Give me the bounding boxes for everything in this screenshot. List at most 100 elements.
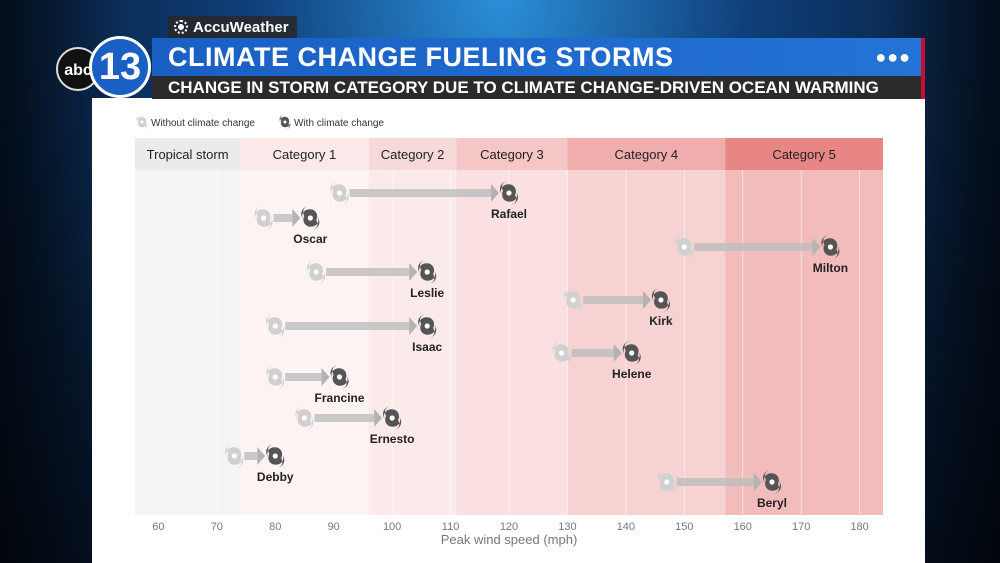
category-header [368, 138, 457, 170]
storm-without-icon [307, 260, 326, 284]
headline-bar: CLIMATE CHANGE FUELING STORMS ●●● [152, 38, 925, 76]
legend-with-icon [279, 114, 291, 130]
x-tick-label: 80 [269, 521, 281, 533]
x-tick-label: 70 [211, 521, 223, 533]
storm-without-icon [266, 365, 285, 389]
storm-arrow-shaft [273, 214, 293, 222]
category-label: Category 1 [273, 147, 337, 162]
category-band [368, 170, 457, 515]
storm-arrow-head [374, 409, 383, 427]
legend-without-label: Without climate change [151, 118, 255, 129]
storm-arrow-head [409, 317, 418, 335]
legend-without-icon [136, 114, 148, 130]
category-band [567, 170, 726, 515]
storm-with-icon [330, 365, 349, 389]
subheadline: CHANGE IN STORM CATEGORY DUE TO CLIMATE … [168, 78, 879, 97]
x-tick-label: 120 [500, 521, 518, 533]
storm-with-icon [651, 288, 670, 312]
storm-without-icon [657, 470, 676, 494]
category-label: Category 3 [480, 147, 544, 162]
storm-with-icon [762, 470, 782, 494]
category-header [135, 138, 241, 170]
category-header [567, 138, 726, 170]
storm-arrow-head [409, 263, 418, 281]
ellipsis-icon[interactable]: ●●● [875, 47, 911, 67]
storm-arrow-shaft [285, 373, 322, 381]
storm-without-icon [330, 181, 349, 205]
storm-without-icon [225, 444, 244, 468]
storm-arrow-head [753, 473, 762, 491]
legend-with-label: With climate change [294, 118, 384, 129]
sun-icon [174, 20, 188, 34]
storm-with-icon [418, 314, 437, 338]
storm-arrow-head [812, 238, 821, 256]
storm-without-icon [675, 235, 694, 259]
storm-arrow-shaft [285, 322, 410, 330]
storm-arrow-shaft [349, 189, 491, 197]
storm-label: Francine [315, 391, 365, 405]
x-tick-label: 180 [850, 521, 868, 533]
storm-with-icon [383, 406, 402, 430]
storm-arrow-head [257, 447, 266, 465]
category-header [240, 138, 369, 170]
headline: CLIMATE CHANGE FUELING STORMS [168, 42, 674, 72]
x-tick-label: 140 [617, 521, 635, 533]
storm-label: Oscar [293, 232, 327, 246]
storm-with-icon [418, 260, 437, 284]
storm-arrow-shaft [583, 296, 643, 304]
category-band [456, 170, 568, 515]
storm-without-icon [254, 206, 273, 230]
storm-arrow-head [321, 368, 330, 386]
storm-label: Helene [612, 367, 652, 381]
category-header [456, 138, 568, 170]
x-tick-label: 150 [675, 521, 693, 533]
storm-without-icon [266, 314, 285, 338]
storm-with-icon [821, 235, 840, 259]
x-tick-label: 160 [734, 521, 752, 533]
category-header [725, 138, 883, 170]
storm-with-icon [301, 206, 320, 230]
station-13-logo: 13 [89, 36, 151, 98]
storm-arrow-head [292, 209, 301, 227]
x-axis-label: Peak wind speed (mph) [441, 532, 578, 547]
storm-arrow-head [613, 344, 622, 362]
storm-with-icon [622, 341, 641, 365]
storm-label: Debby [257, 470, 294, 484]
x-tick-label: 130 [558, 521, 576, 533]
storm-label: Rafael [491, 207, 527, 221]
storm-label: Leslie [410, 286, 444, 300]
accuweather-label: AccuWeather [193, 18, 289, 36]
category-band [725, 170, 883, 515]
storm-arrow-shaft [326, 268, 410, 276]
x-tick-label: 170 [792, 521, 810, 533]
category-label: Category 2 [381, 147, 445, 162]
x-tick-label: 110 [442, 521, 460, 533]
storm-with-icon [499, 181, 519, 205]
storm-label: Milton [813, 261, 848, 275]
storm-without-icon [295, 406, 314, 430]
category-label: Tropical storm [147, 147, 229, 162]
storm-arrow-shaft [676, 478, 754, 486]
storm-without-icon [564, 288, 583, 312]
category-label: Category 5 [772, 147, 836, 162]
storm-label: Kirk [649, 314, 673, 328]
storm-arrow-shaft [314, 414, 375, 422]
category-label: Category 4 [615, 147, 679, 162]
storm-arrow-shaft [694, 243, 813, 251]
storm-arrow-shaft [571, 349, 614, 357]
storm-label: Ernesto [370, 432, 415, 446]
storm-with-icon [266, 444, 285, 468]
storm-without-icon [552, 341, 571, 365]
x-tick-label: 60 [152, 521, 164, 533]
storm-label: Isaac [412, 340, 442, 354]
x-tick-label: 100 [383, 521, 401, 533]
accuweather-badge: AccuWeather [168, 16, 297, 38]
subheadline-bar: CHANGE IN STORM CATEGORY DUE TO CLIMATE … [152, 76, 925, 99]
storm-arrow-head [642, 291, 651, 309]
storm-label: Beryl [757, 496, 787, 510]
storm-arrow-head [491, 184, 499, 202]
x-tick-label: 90 [328, 521, 340, 533]
category-band [135, 170, 241, 515]
storm-arrow-shaft [244, 452, 258, 460]
